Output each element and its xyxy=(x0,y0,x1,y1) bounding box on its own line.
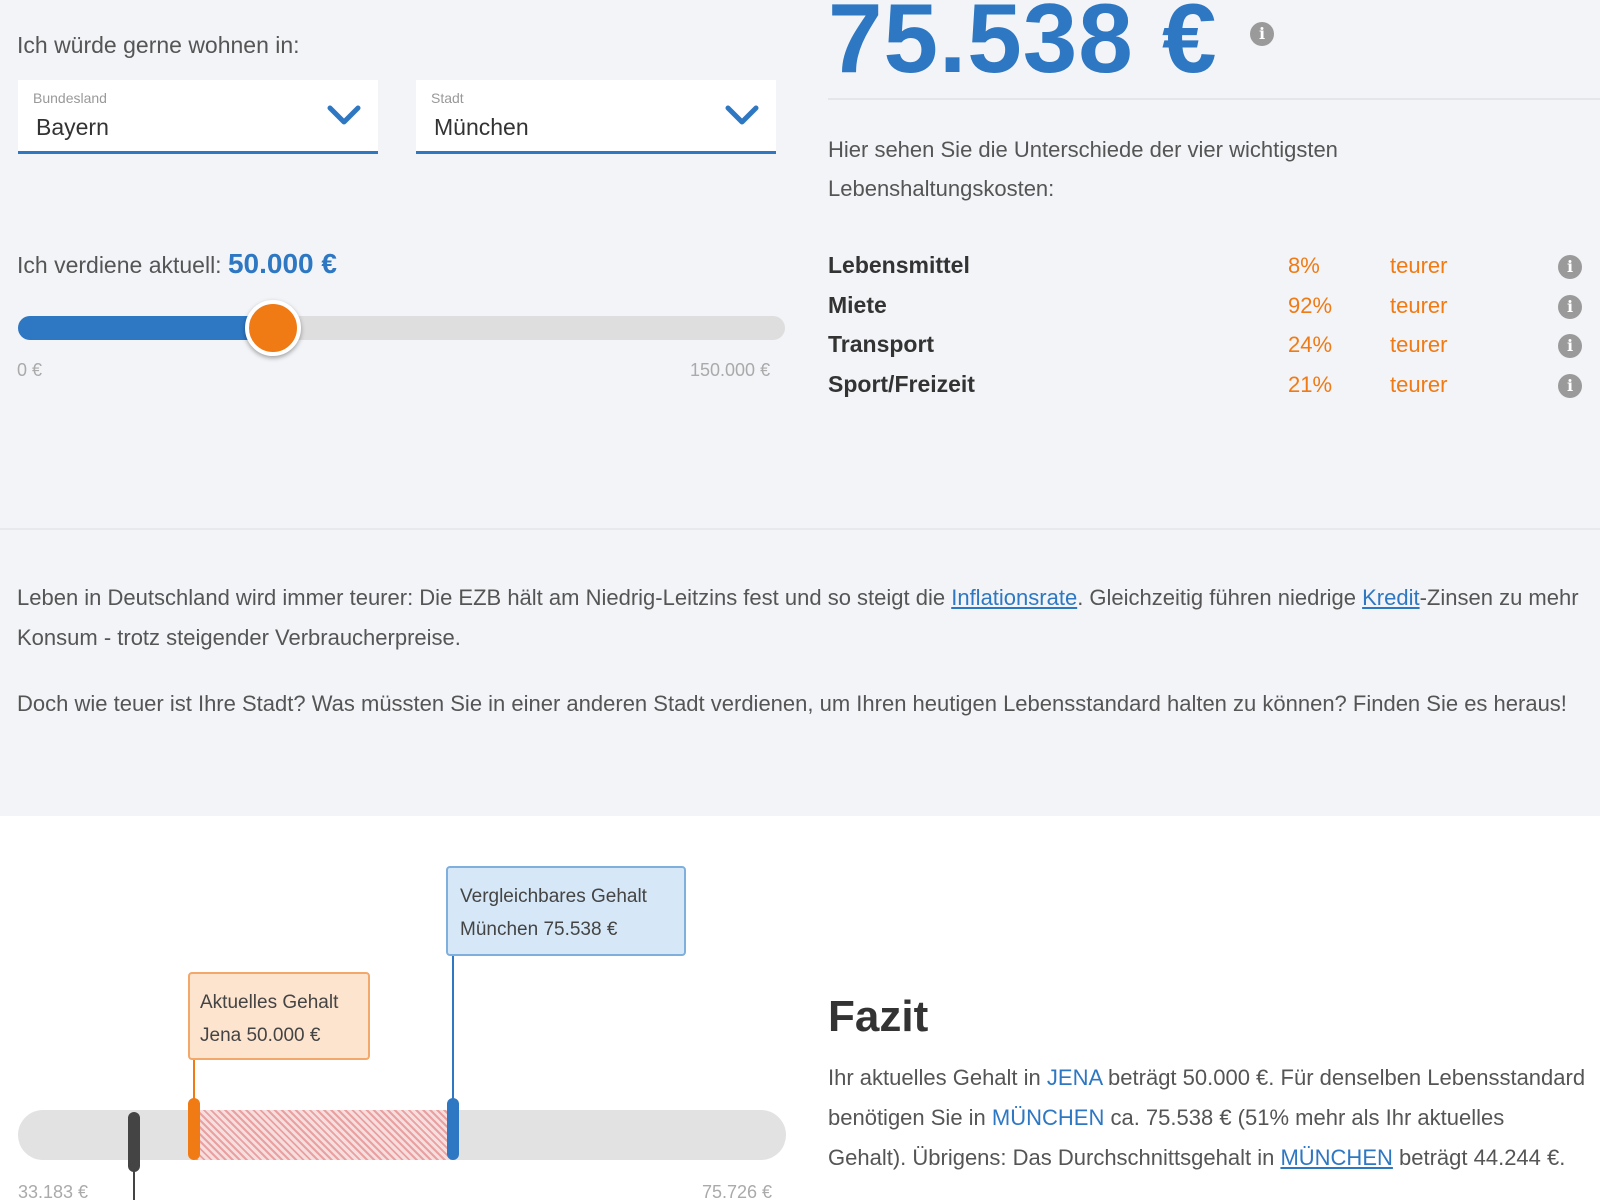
income-slider-handle[interactable] xyxy=(245,300,302,356)
income-slider-min: 0 € xyxy=(17,360,43,380)
cost-percent: 24% xyxy=(1288,332,1333,357)
income-label-text: Ich verdiene aktuell: xyxy=(17,252,222,278)
city-select-value: München xyxy=(434,114,529,140)
comparable-marker-line xyxy=(452,954,454,1100)
current-city: JENA xyxy=(1046,1065,1102,1090)
city-select-label: Stadt xyxy=(431,90,464,106)
result-amount: 75.538 € xyxy=(828,0,1218,93)
fazit-text: beträgt 50.000 €. Für denselben Lebensst… xyxy=(828,1065,1586,1130)
state-select-value: Bayern xyxy=(36,114,109,140)
fazit-text: beträgt 44.244 €. xyxy=(1392,1145,1566,1170)
divider xyxy=(828,98,1600,100)
cost-percent: 21% xyxy=(1288,372,1333,397)
average-salary-marker xyxy=(128,1112,140,1172)
intro-text: . Gleichzeitig führen niedrige xyxy=(1077,585,1363,610)
city-link[interactable]: MÜNCHEN xyxy=(1280,1145,1393,1170)
city-select[interactable]: Stadt München xyxy=(416,80,776,154)
current-marker-line xyxy=(193,1058,195,1100)
info-icon[interactable]: i xyxy=(1558,374,1582,398)
range-min-label: 33.183 € xyxy=(18,1182,89,1200)
state-select-label: Bundesland xyxy=(33,90,107,106)
current-salary-callout: Aktuelles Gehalt Jena 50.000 € xyxy=(188,972,370,1060)
comparable-salary-title: Vergleichbares Gehalt xyxy=(460,886,647,907)
info-icon[interactable]: i xyxy=(1558,334,1582,358)
current-salary-marker xyxy=(188,1098,200,1160)
intro-text: Leben in Deutschland wird immer teurer: … xyxy=(17,585,952,610)
intro-paragraph: Leben in Deutschland wird immer teurer: … xyxy=(17,578,1587,658)
income-slider-fill xyxy=(18,316,274,340)
average-marker-line xyxy=(133,1170,135,1200)
comparable-salary-value: München 75.538 € xyxy=(460,919,618,940)
intro-text: -Zinsen zu mehr Konsum - trotz steigende… xyxy=(17,585,1579,650)
cost-name: Lebensmittel xyxy=(828,252,970,278)
comparable-salary-marker xyxy=(447,1098,459,1160)
salary-difference-range xyxy=(196,1110,451,1160)
fazit-text: Ihr aktuelles Gehalt in xyxy=(828,1065,1047,1090)
credit-link[interactable]: Kredit xyxy=(1362,585,1420,610)
inflation-link[interactable]: Inflationsrate xyxy=(951,585,1078,610)
cost-percent: 92% xyxy=(1288,293,1333,318)
costs-description: Hier sehen Sie die Unterschiede der vier… xyxy=(828,137,1338,201)
info-icon[interactable]: i xyxy=(1250,22,1274,46)
intro-section xyxy=(0,528,1600,816)
cost-name: Sport/Freizeit xyxy=(828,371,975,397)
income-slider-max: 150.000 € xyxy=(690,360,771,380)
cost-comparison: teurer xyxy=(1390,332,1448,357)
target-city: MÜNCHEN xyxy=(991,1105,1105,1130)
state-select[interactable]: Bundesland Bayern xyxy=(18,80,378,154)
comparable-salary-callout: Vergleichbares Gehalt München 75.538 € xyxy=(446,866,686,956)
intro-paragraph: Doch wie teuer ist Ihre Stadt? Was müsst… xyxy=(17,691,1567,716)
cost-comparison: teurer xyxy=(1390,293,1448,318)
fazit-text: ca. 75.538 € (51% mehr als Ihr aktuelles… xyxy=(828,1105,1505,1170)
cost-comparison: teurer xyxy=(1390,372,1448,397)
fazit-paragraph: Ihr aktuelles Gehalt in JENA beträgt 50.… xyxy=(828,1058,1588,1178)
income-label: Ich verdiene aktuell: 50.000 € xyxy=(17,248,337,280)
info-icon[interactable]: i xyxy=(1558,295,1582,319)
cost-name: Miete xyxy=(828,292,887,318)
location-label: Ich würde gerne wohnen in: xyxy=(17,32,300,58)
cost-percent: 8% xyxy=(1288,253,1320,278)
range-max-label: 75.726 € xyxy=(702,1182,773,1200)
cost-name: Transport xyxy=(828,331,935,357)
current-salary-value: Jena 50.000 € xyxy=(200,1025,321,1046)
chevron-down-icon xyxy=(327,105,361,125)
info-icon[interactable]: i xyxy=(1558,255,1582,279)
fazit-title: Fazit xyxy=(828,992,929,1041)
cost-comparison: teurer xyxy=(1390,253,1448,278)
chevron-down-icon xyxy=(725,105,759,125)
income-value: 50.000 € xyxy=(227,248,337,279)
current-salary-title: Aktuelles Gehalt xyxy=(200,992,339,1013)
